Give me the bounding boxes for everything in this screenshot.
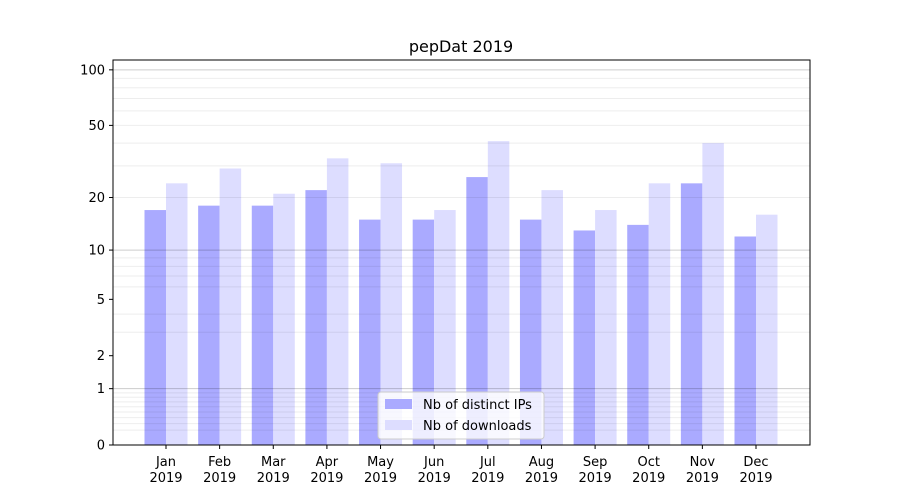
plot-frame xyxy=(112,59,811,446)
y-tick-label: 20 xyxy=(88,191,105,206)
bar-distinct-ips xyxy=(519,219,542,445)
bar-downloads xyxy=(326,158,349,445)
bar-distinct-ips xyxy=(680,183,703,445)
x-tick-label: Mar 2019 xyxy=(257,455,290,486)
bar-downloads xyxy=(487,141,510,445)
bar-distinct-ips xyxy=(627,224,649,445)
bars xyxy=(144,141,778,445)
bar-distinct-ips xyxy=(734,236,756,445)
bar-distinct-ips xyxy=(412,219,435,445)
bar-distinct-ips xyxy=(144,210,166,445)
x-tick-label: Sep 2019 xyxy=(579,455,612,486)
bar-distinct-ips xyxy=(198,205,220,445)
bar-distinct-ips xyxy=(466,177,488,445)
x-tick-label: Nov 2019 xyxy=(686,455,719,486)
y-tick-label: 1 xyxy=(97,382,105,397)
x-tick-label: Jul 2019 xyxy=(471,455,504,486)
chart-title: pepDat 2019 xyxy=(409,37,513,56)
bar-downloads xyxy=(219,168,242,445)
bar-downloads xyxy=(166,183,188,445)
x-tick-label: Feb 2019 xyxy=(203,455,236,486)
bar-distinct-ips xyxy=(573,230,596,445)
legend-swatch xyxy=(385,420,412,430)
x-tick-label: May 2019 xyxy=(364,455,397,486)
y-tick-label: 50 xyxy=(88,119,105,134)
bar-downloads xyxy=(273,193,295,445)
y-tick-label: 0 xyxy=(97,439,105,454)
bar-downloads xyxy=(702,143,724,445)
bar-downloads xyxy=(648,183,671,445)
y-tick-label: 10 xyxy=(88,244,105,259)
x-tick-label: Apr 2019 xyxy=(310,455,343,486)
bar-distinct-ips xyxy=(305,190,327,445)
y-tick-label: 100 xyxy=(80,63,105,78)
y-tick-label: 2 xyxy=(97,349,105,364)
bar-downloads xyxy=(380,163,403,445)
x-axis: Jan 2019 Feb 2019 Mar 2019 Apr 2019 May 2019 Jun 20… xyxy=(149,445,773,486)
legend: Nb of distinct IPs Nb of downloads xyxy=(377,391,545,440)
legend-swatch xyxy=(385,399,412,409)
y-tick-label: 5 xyxy=(97,293,105,308)
y-axis: 0 1 2 5 10 20 50 100 xyxy=(80,63,113,454)
bar-downloads xyxy=(756,214,778,445)
legend-label: Nb of downloads xyxy=(423,419,532,434)
x-tick-label: Jan 2019 xyxy=(149,455,182,486)
bar-downloads xyxy=(595,210,617,445)
x-tick-label: Dec 2019 xyxy=(739,455,772,486)
bar-downloads xyxy=(434,210,456,445)
x-tick-label: Aug 2019 xyxy=(525,455,558,486)
bar-distinct-ips xyxy=(251,205,274,445)
x-tick-label: Jun 2019 xyxy=(418,455,451,486)
legend-label: Nb of distinct IPs xyxy=(423,398,532,413)
bar-downloads xyxy=(541,190,563,445)
x-tick-label: Oct 2019 xyxy=(632,455,665,486)
legend-box xyxy=(377,391,545,440)
bar-distinct-ips xyxy=(359,219,381,445)
